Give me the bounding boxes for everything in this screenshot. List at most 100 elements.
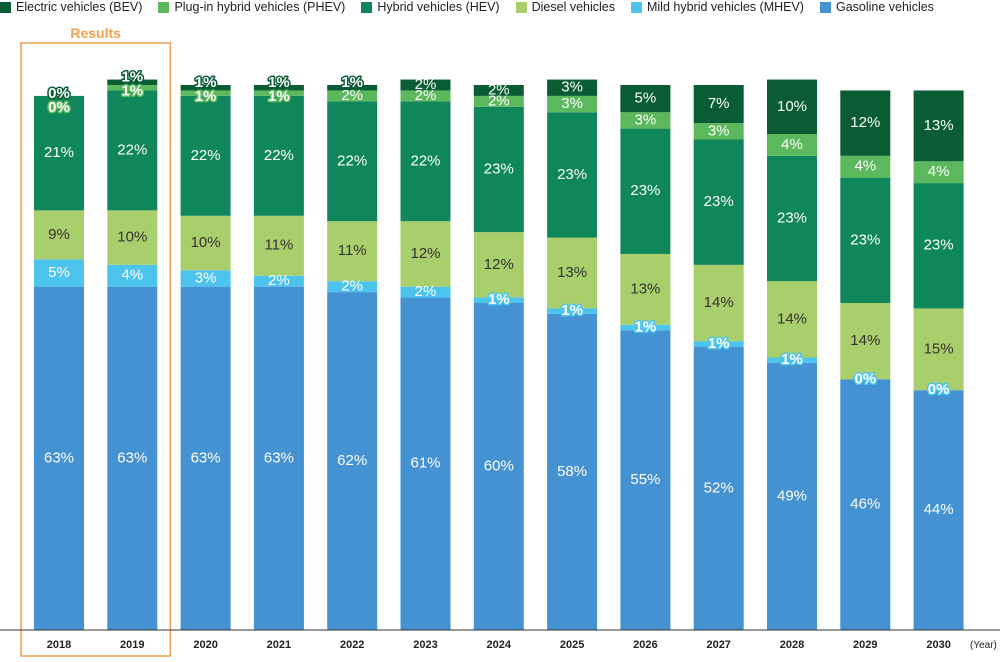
bar-segment-plug-in-hybrid-vehicles-phev-2029: [840, 155, 891, 178]
data-label-diesel-vehicles-2029: 14%: [850, 332, 880, 349]
bar-segment-hybrid-vehicles-hev-2030: [913, 183, 964, 309]
data-label-hybrid-vehicles-hev-2028: 23%: [777, 209, 807, 226]
data-label-mild-hybrid-vehicles-mhev-2018: 5%: [48, 264, 70, 281]
data-label-electric-vehicles-bev-2027: 7%: [708, 95, 730, 112]
data-label-mild-hybrid-vehicles-mhev-2021: 2%: [268, 272, 290, 289]
data-label-hybrid-vehicles-hev-2024: 23%: [484, 160, 514, 177]
legend-swatch: [515, 1, 527, 13]
bar-segment-electric-vehicles-bev-2022: [327, 85, 378, 91]
legend-swatch: [361, 1, 373, 13]
data-label-diesel-vehicles-2030: 15%: [924, 340, 954, 357]
data-label-diesel-vehicles-2021: 11%: [264, 237, 293, 254]
bar-segment-hybrid-vehicles-hev-2022: [327, 101, 378, 222]
data-label-diesel-vehicles-2022: 11%: [338, 242, 367, 259]
data-label-mild-hybrid-vehicles-mhev-2028: 1%: [781, 351, 803, 368]
bar-segment-electric-vehicles-bev-2024: [473, 85, 524, 96]
data-label-hybrid-vehicles-hev-2025: 23%: [557, 166, 587, 183]
data-label-electric-vehicles-bev-2020: 1%: [195, 74, 217, 91]
bar-segment-diesel-vehicles-2024: [473, 232, 524, 298]
data-label-mild-hybrid-vehicles-mhev-2024: 1%: [488, 291, 510, 308]
bar-segment-mild-hybrid-vehicles-mhev-2025: [547, 308, 598, 314]
data-label-hybrid-vehicles-hev-2026: 23%: [630, 182, 660, 199]
legend-label: Diesel vehicles: [531, 0, 615, 14]
bar-segment-mild-hybrid-vehicles-mhev-2022: [327, 281, 378, 293]
data-label-gasoline-vehicles-2030: 44%: [924, 501, 954, 518]
data-label-plug-in-hybrid-vehicles-phev-2023: 2%: [415, 87, 437, 104]
data-label-electric-vehicles-bev-2025: 3%: [561, 79, 583, 96]
bar-segment-gasoline-vehicles-2026: [620, 330, 671, 630]
bar-segment-mild-hybrid-vehicles-mhev-2019: [107, 264, 158, 287]
x-tick-label-2018: 2018: [47, 639, 71, 651]
bar-segment-hybrid-vehicles-hev-2024: [473, 106, 524, 233]
x-axis-unit-label: (Year): [970, 640, 997, 651]
data-label-diesel-vehicles-2023: 12%: [410, 245, 440, 262]
x-tick-label-2024: 2024: [487, 639, 512, 651]
data-label-hybrid-vehicles-hev-2027: 23%: [704, 193, 734, 210]
bar-segment-diesel-vehicles-2019: [107, 210, 158, 265]
bar-segment-diesel-vehicles-2021: [253, 215, 304, 276]
bar-segment-electric-vehicles-bev-2026: [620, 85, 671, 113]
data-label-electric-vehicles-bev-2026: 5%: [635, 90, 657, 107]
data-label-mild-hybrid-vehicles-mhev-2027: 1%: [708, 335, 730, 352]
data-label-gasoline-vehicles-2027: 52%: [704, 479, 734, 496]
bar-segment-mild-hybrid-vehicles-mhev-2026: [620, 324, 671, 331]
legend-item-mild-hybrid-vehicles-mhev: Mild hybrid vehicles (MHEV): [630, 0, 804, 14]
data-label-electric-vehicles-bev-2030: 13%: [924, 117, 954, 134]
bar-segment-plug-in-hybrid-vehicles-phev-2030: [913, 161, 964, 184]
data-label-electric-vehicles-bev-2023: 2%: [415, 76, 437, 93]
bar-segment-hybrid-vehicles-hev-2019: [107, 90, 158, 211]
bar-segment-hybrid-vehicles-hev-2029: [840, 177, 891, 303]
legend-swatch: [819, 1, 831, 13]
data-label-gasoline-vehicles-2018: 63%: [44, 449, 74, 466]
x-tick-label-2026: 2026: [633, 639, 657, 651]
bar-segment-electric-vehicles-bev-2023: [400, 79, 451, 91]
data-label-diesel-vehicles-2025: 13%: [557, 264, 587, 281]
data-label-plug-in-hybrid-vehicles-phev-2018: 0%: [48, 99, 70, 116]
data-label-mild-hybrid-vehicles-mhev-2022: 2%: [341, 278, 363, 295]
data-label-diesel-vehicles-2024: 12%: [484, 256, 514, 273]
data-label-plug-in-hybrid-vehicles-phev-2027: 3%: [708, 122, 730, 139]
data-label-plug-in-hybrid-vehicles-phev-2030: 4%: [928, 163, 950, 180]
bar-segment-diesel-vehicles-2030: [913, 308, 964, 391]
bar-segment-gasoline-vehicles-2019: [107, 286, 158, 630]
data-label-mild-hybrid-vehicles-mhev-2030: 0%: [928, 381, 950, 398]
bar-segment-gasoline-vehicles-2024: [473, 303, 524, 630]
x-tick-label-2030: 2030: [926, 639, 950, 651]
data-label-plug-in-hybrid-vehicles-phev-2021: 1%: [268, 88, 290, 105]
results-label: Results: [70, 25, 121, 41]
data-label-gasoline-vehicles-2019: 63%: [117, 449, 147, 466]
bar-segment-diesel-vehicles-2023: [400, 221, 451, 287]
data-label-gasoline-vehicles-2026: 55%: [630, 471, 660, 488]
bar-segment-diesel-vehicles-2028: [767, 281, 817, 358]
bar-segment-diesel-vehicles-2026: [620, 253, 671, 325]
bar-segment-gasoline-vehicles-2030: [913, 390, 964, 630]
data-label-gasoline-vehicles-2022: 62%: [337, 452, 367, 469]
data-label-hybrid-vehicles-hev-2020: 22%: [191, 147, 221, 164]
x-tick-label-2027: 2027: [706, 639, 730, 651]
data-label-electric-vehicles-bev-2022: 1%: [341, 74, 363, 91]
x-tick-label-2020: 2020: [193, 639, 217, 651]
x-tick-label-2022: 2022: [340, 639, 364, 651]
bar-segment-electric-vehicles-bev-2019: [107, 79, 158, 85]
data-label-electric-vehicles-bev-2019: 1%: [121, 69, 143, 86]
bar-segment-electric-vehicles-bev-2028: [767, 79, 817, 135]
x-tick-label-2028: 2028: [780, 639, 804, 651]
bar-segment-plug-in-hybrid-vehicles-phev-2026: [620, 112, 671, 129]
data-label-plug-in-hybrid-vehicles-phev-2022: 2%: [341, 87, 363, 104]
chart-legend: Electric vehicles (BEV) Plug-in hybrid ve…: [0, 0, 950, 14]
bar-segment-plug-in-hybrid-vehicles-phev-2019: [107, 85, 158, 91]
x-tick-label-2021: 2021: [267, 639, 291, 651]
data-label-gasoline-vehicles-2021: 63%: [264, 449, 294, 466]
bar-segment-plug-in-hybrid-vehicles-phev-2020: [180, 90, 231, 96]
legend-swatch: [0, 1, 11, 13]
bar-segment-mild-hybrid-vehicles-mhev-2020: [180, 270, 231, 287]
data-label-mild-hybrid-vehicles-mhev-2025: 1%: [561, 302, 583, 319]
data-label-diesel-vehicles-2027: 14%: [704, 294, 734, 311]
data-label-gasoline-vehicles-2024: 60%: [484, 457, 514, 474]
data-label-plug-in-hybrid-vehicles-phev-2026: 3%: [635, 111, 657, 128]
bar-segment-electric-vehicles-bev-2027: [693, 85, 744, 124]
bar-segment-gasoline-vehicles-2022: [327, 292, 378, 630]
data-label-plug-in-hybrid-vehicles-phev-2029: 4%: [854, 158, 876, 175]
